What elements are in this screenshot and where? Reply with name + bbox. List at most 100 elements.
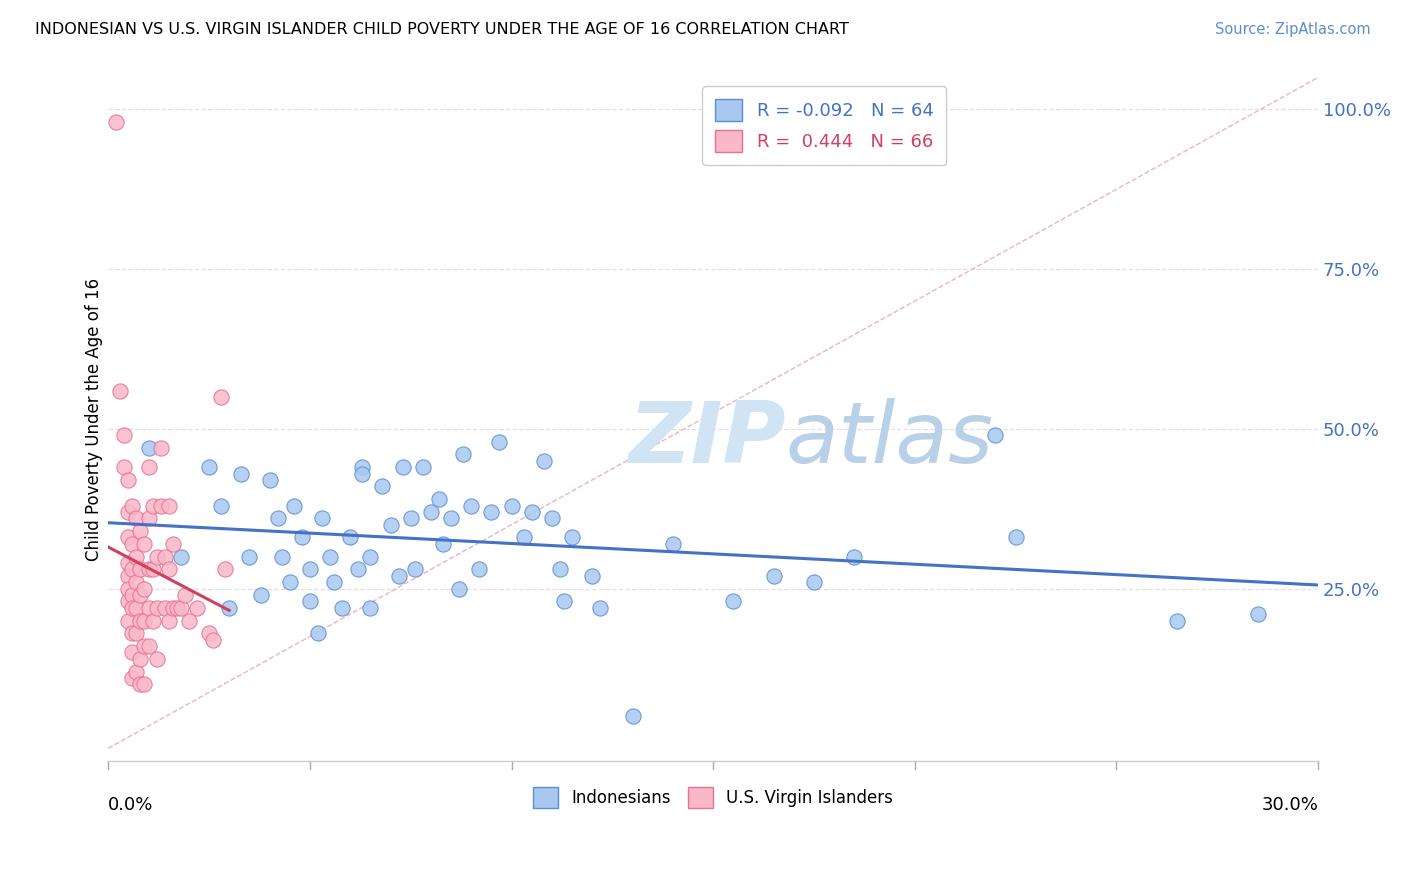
Point	[520, 505, 543, 519]
Point	[186, 600, 208, 615]
Point	[621, 709, 644, 723]
Point	[399, 511, 422, 525]
Point	[359, 600, 381, 615]
Point	[145, 549, 167, 564]
Point	[209, 499, 232, 513]
Point	[129, 562, 152, 576]
Point	[121, 626, 143, 640]
Point	[125, 549, 148, 564]
Point	[145, 600, 167, 615]
Point	[138, 562, 160, 576]
Point	[162, 537, 184, 551]
Point	[387, 569, 409, 583]
Point	[121, 537, 143, 551]
Point	[218, 600, 240, 615]
Point	[157, 499, 180, 513]
Point	[214, 562, 236, 576]
Point	[138, 639, 160, 653]
Point	[412, 460, 434, 475]
Point	[533, 454, 555, 468]
Point	[117, 473, 139, 487]
Point	[198, 460, 221, 475]
Point	[149, 499, 172, 513]
Point	[432, 537, 454, 551]
Point	[157, 614, 180, 628]
Point	[121, 645, 143, 659]
Point	[298, 562, 321, 576]
Point	[352, 467, 374, 481]
Point	[359, 549, 381, 564]
Point	[153, 549, 176, 564]
Text: 30.0%: 30.0%	[1261, 797, 1319, 814]
Point	[561, 531, 583, 545]
Point	[117, 531, 139, 545]
Point	[145, 652, 167, 666]
Point	[278, 575, 301, 590]
Text: INDONESIAN VS U.S. VIRGIN ISLANDER CHILD POVERTY UNDER THE AGE OF 16 CORRELATION: INDONESIAN VS U.S. VIRGIN ISLANDER CHILD…	[35, 22, 849, 37]
Point	[112, 428, 135, 442]
Point	[311, 511, 333, 525]
Point	[117, 505, 139, 519]
Point	[479, 505, 502, 519]
Point	[149, 441, 172, 455]
Point	[330, 600, 353, 615]
Point	[166, 600, 188, 615]
Point	[352, 460, 374, 475]
Point	[266, 511, 288, 525]
Point	[451, 447, 474, 461]
Point	[134, 582, 156, 596]
Point	[723, 594, 745, 608]
Text: ZIP: ZIP	[628, 398, 786, 482]
Legend: Indonesians, U.S. Virgin Islanders: Indonesians, U.S. Virgin Islanders	[527, 780, 900, 814]
Y-axis label: Child Poverty Under the Age of 16: Child Poverty Under the Age of 16	[86, 277, 103, 561]
Point	[1166, 614, 1188, 628]
Point	[134, 639, 156, 653]
Point	[142, 499, 165, 513]
Point	[209, 390, 232, 404]
Point	[177, 614, 200, 628]
Point	[170, 600, 193, 615]
Point	[170, 549, 193, 564]
Point	[125, 575, 148, 590]
Point	[138, 441, 160, 455]
Point	[125, 511, 148, 525]
Point	[762, 569, 785, 583]
Point	[198, 626, 221, 640]
Point	[460, 499, 482, 513]
Point	[105, 115, 128, 129]
Point	[449, 582, 471, 596]
Point	[238, 549, 260, 564]
Point	[129, 652, 152, 666]
Point	[319, 549, 342, 564]
Point	[129, 614, 152, 628]
Point	[134, 614, 156, 628]
Point	[125, 626, 148, 640]
Point	[283, 499, 305, 513]
Point	[468, 562, 491, 576]
Point	[110, 384, 132, 398]
Point	[117, 582, 139, 596]
Point	[112, 460, 135, 475]
Point	[173, 588, 195, 602]
Point	[153, 600, 176, 615]
Point	[984, 428, 1007, 442]
Point	[589, 600, 612, 615]
Point	[121, 499, 143, 513]
Point	[125, 665, 148, 679]
Point	[553, 594, 575, 608]
Point	[129, 677, 152, 691]
Point	[121, 671, 143, 685]
Point	[501, 499, 523, 513]
Point	[427, 492, 450, 507]
Point	[162, 600, 184, 615]
Point	[138, 600, 160, 615]
Point	[844, 549, 866, 564]
Point	[202, 632, 225, 647]
Point	[404, 562, 426, 576]
Point	[419, 505, 441, 519]
Point	[134, 677, 156, 691]
Point	[307, 626, 329, 640]
Point	[391, 460, 413, 475]
Point	[291, 531, 314, 545]
Point	[339, 531, 361, 545]
